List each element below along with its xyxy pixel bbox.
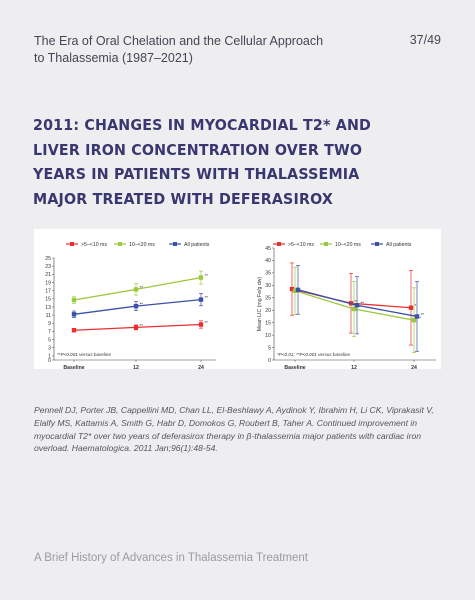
y-tick-label: 19 (45, 280, 51, 286)
significance-label: ** (361, 301, 365, 306)
legend-marker (118, 242, 122, 246)
y-tick-label: 21 (45, 272, 51, 278)
significance-label: ** (358, 304, 362, 309)
data-point (408, 305, 414, 310)
legend-label: 10–<20 ms (129, 242, 155, 248)
legend-label: All patients (386, 242, 412, 248)
data-point (198, 275, 204, 280)
y-tick-label: 9 (48, 321, 51, 327)
x-tick-label: 12 (351, 365, 357, 369)
x-tick-label: 24 (198, 365, 204, 369)
significance-label: ** (140, 302, 144, 307)
y-tick-label: 11 (46, 313, 51, 319)
charts-svg: 0135791113151719212325Baseline12Months24… (45, 242, 436, 369)
x-tick-label: 12 (133, 365, 139, 369)
y-tick-label: 13 (45, 305, 51, 311)
y-tick-label: 0 (268, 358, 271, 364)
header-subtitle: The Era of Oral Chelation and the Cellul… (34, 34, 324, 65)
legend-label: 10–<20 ms (335, 242, 361, 248)
y-tick-label: 0 (48, 358, 51, 364)
data-point (411, 317, 417, 323)
chart-note: *P<0.01; **P<0.001 versus baseline (277, 352, 350, 357)
y-tick-label: 40 (265, 258, 271, 264)
data-point (71, 297, 77, 303)
y-tick-label: 20 (265, 308, 271, 314)
y-tick-label: 25 (45, 256, 51, 262)
data-point (354, 303, 360, 308)
footer-text: A Brief History of Advances in Thalassem… (34, 552, 308, 564)
data-point (133, 303, 139, 309)
y-tick-label: 23 (45, 264, 51, 270)
y-tick-label: 17 (45, 288, 51, 294)
x-tick-label: Baseline (284, 365, 305, 369)
significance-label: ** (205, 320, 209, 325)
y-tick-label: 15 (45, 297, 51, 303)
legend-marker (375, 242, 379, 246)
y-tick-label: 15 (265, 320, 271, 326)
data-point (71, 312, 77, 317)
y-tick-label: 5 (48, 337, 51, 343)
y-tick-label: 5 (268, 345, 271, 351)
citation-text: Pennell DJ, Porter JB, Cappellini MD, Ch… (34, 405, 434, 454)
significance-label: ** (140, 285, 144, 290)
legend-label: All patients (184, 242, 210, 248)
legend-marker (324, 242, 328, 246)
y-tick-label: 30 (265, 283, 271, 289)
data-point (351, 306, 357, 312)
significance-label: ** (205, 273, 209, 278)
significance-label: ** (355, 299, 359, 304)
legend-label: >5–<10 ms (81, 242, 107, 248)
y-tick-label: 3 (48, 346, 51, 352)
data-point (289, 286, 295, 292)
y-tick-label: 1 (48, 354, 51, 360)
data-point (414, 314, 420, 319)
significance-label: ** (205, 295, 209, 300)
data-point (133, 287, 139, 292)
page-number: 37/49 (409, 33, 441, 47)
significance-label: ** (140, 323, 144, 328)
y-tick-label: 25 (265, 296, 271, 302)
data-point (295, 287, 301, 293)
y-tick-label: 7 (48, 329, 51, 335)
significance-label: ** (421, 312, 425, 317)
series-line (294, 290, 415, 321)
chart-note: **P<0.001 versus baseline (57, 352, 111, 357)
data-point (133, 325, 139, 330)
legend-label: >5–<10 ms (288, 242, 314, 248)
legend-marker (277, 242, 281, 246)
data-point (198, 322, 204, 327)
y-axis-label: Mean LIC (mg Fe/g dw) (257, 276, 263, 331)
figure-panel: 0135791113151719212325Baseline12Months24… (34, 229, 441, 369)
y-tick-label: 45 (265, 246, 271, 252)
data-point (292, 288, 298, 294)
data-point (71, 328, 77, 333)
significance-label: ** (418, 316, 422, 321)
data-point (198, 297, 204, 302)
x-tick-label: Baseline (63, 365, 84, 369)
legend-marker (70, 242, 74, 246)
legend-marker (173, 242, 177, 246)
significance-label: * (415, 303, 417, 308)
x-tick-label: 24 (411, 365, 417, 369)
slide-title: 2011: Changes in Myocardial T2* and Live… (33, 116, 372, 208)
y-tick-label: 35 (265, 271, 271, 277)
y-tick-label: 10 (265, 333, 271, 339)
